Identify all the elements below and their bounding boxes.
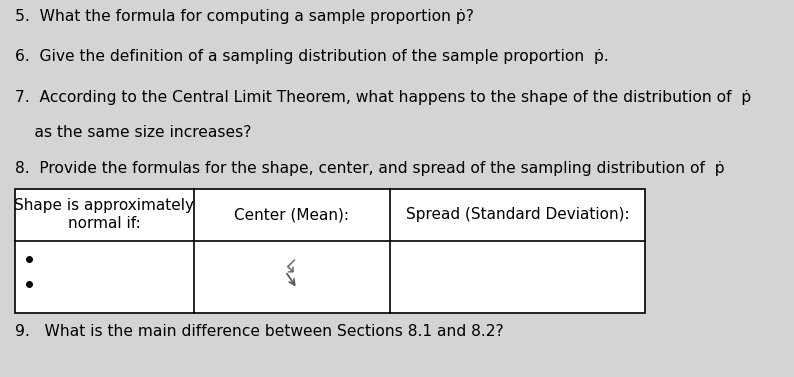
Text: 7.  According to the Central Limit Theorem, what happens to the shape of the dis: 7. According to the Central Limit Theore… bbox=[14, 90, 751, 105]
Text: 5.  What the formula for computing a sample proportion ṗ?: 5. What the formula for computing a samp… bbox=[14, 9, 473, 25]
Text: Center (Mean):: Center (Mean): bbox=[234, 207, 349, 222]
Text: as the same size increases?: as the same size increases? bbox=[14, 125, 251, 140]
FancyBboxPatch shape bbox=[14, 188, 645, 313]
Text: 9.   What is the main difference between Sections 8.1 and 8.2?: 9. What is the main difference between S… bbox=[14, 324, 503, 339]
Text: Shape is approximately
normal if:: Shape is approximately normal if: bbox=[14, 198, 195, 231]
Text: 6.  Give the definition of a sampling distribution of the sample proportion  ṗ.: 6. Give the definition of a sampling dis… bbox=[14, 49, 608, 64]
Text: Spread (Standard Deviation):: Spread (Standard Deviation): bbox=[406, 207, 629, 222]
Text: ↳: ↳ bbox=[276, 259, 301, 284]
Text: 8.  Provide the formulas for the shape, center, and spread of the sampling distr: 8. Provide the formulas for the shape, c… bbox=[14, 161, 724, 176]
